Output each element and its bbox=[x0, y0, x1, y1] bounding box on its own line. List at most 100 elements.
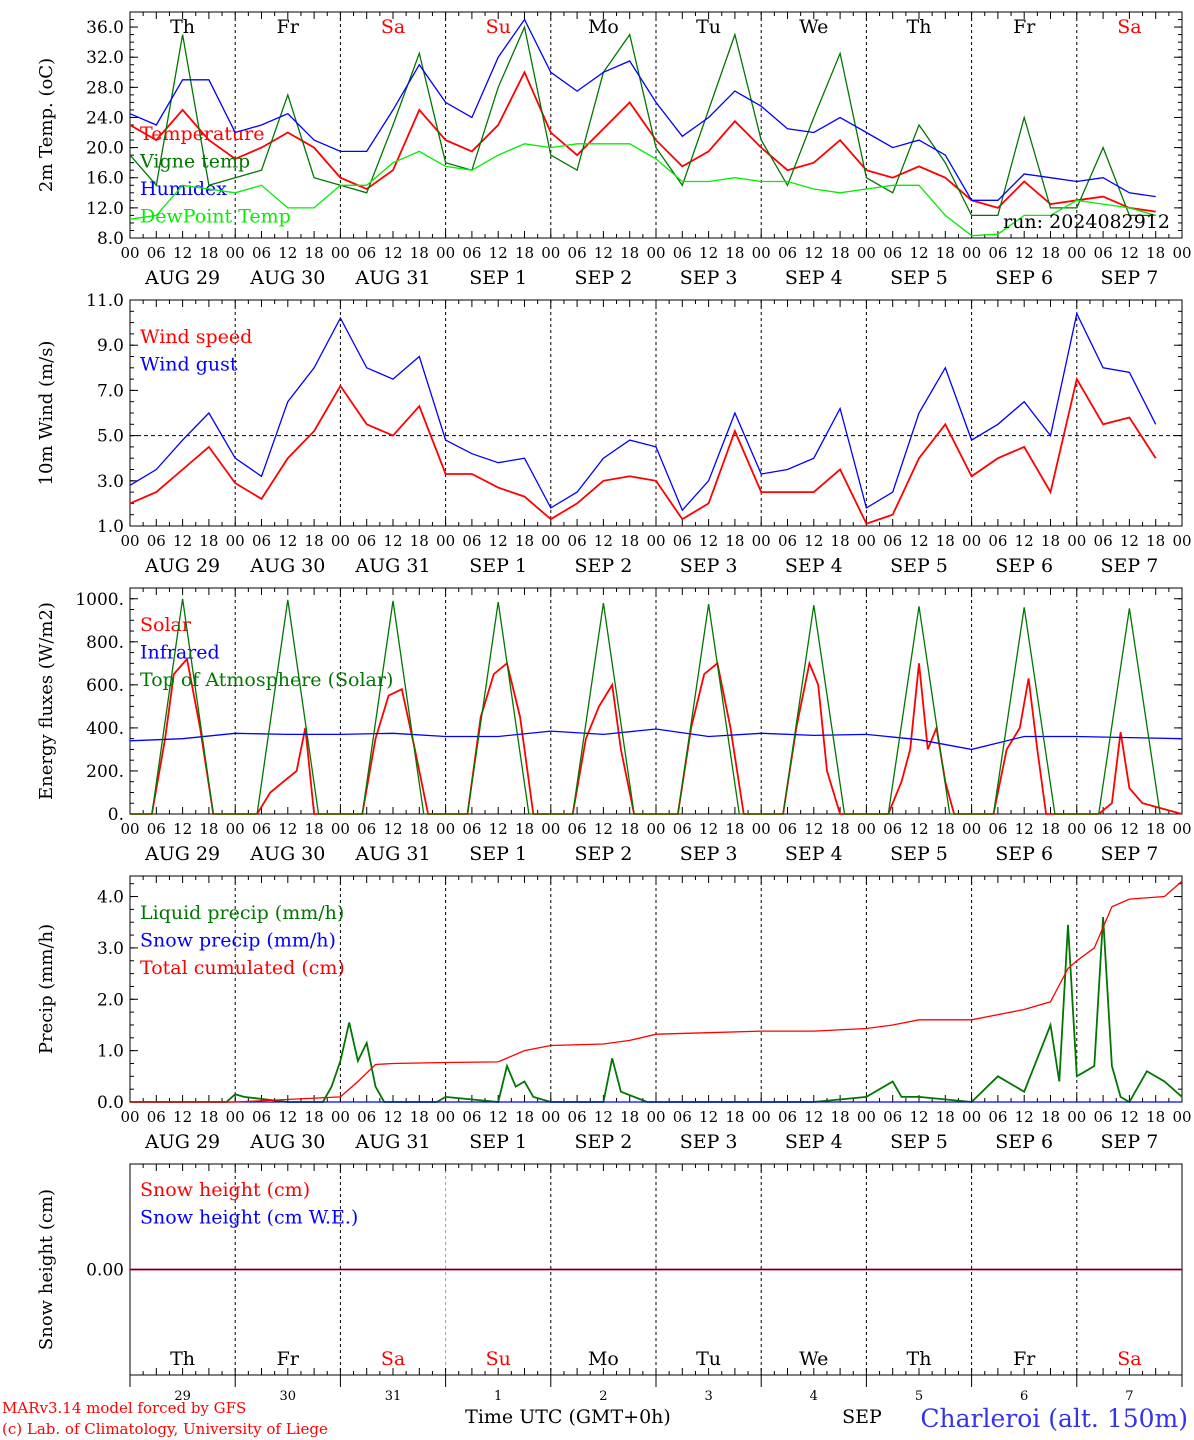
y-tick-label: 400. bbox=[86, 719, 124, 739]
date-label: AUG 31 bbox=[354, 555, 430, 577]
day-number: 29 bbox=[174, 1389, 191, 1404]
date-label: AUG 31 bbox=[354, 267, 430, 289]
date-label: SEP 5 bbox=[890, 843, 948, 865]
day-number: 30 bbox=[280, 1389, 297, 1404]
hour-label: 00 bbox=[331, 820, 350, 838]
date-label: SEP 1 bbox=[469, 555, 527, 577]
weekday-label: Tu bbox=[696, 16, 721, 38]
hour-label: 18 bbox=[515, 532, 534, 550]
y-tick-label: 28.0 bbox=[86, 78, 124, 98]
date-label: AUG 31 bbox=[354, 843, 430, 865]
legend-entry: Total cumulated (cm) bbox=[140, 957, 345, 979]
hour-label: 18 bbox=[1146, 532, 1165, 550]
hour-label: 00 bbox=[1067, 532, 1086, 550]
hour-label: 12 bbox=[173, 532, 192, 550]
legend-entry: DewPoint Temp bbox=[140, 206, 291, 228]
hour-label: 18 bbox=[305, 532, 324, 550]
lab-label: (c) Lab. of Climatology, University of L… bbox=[2, 1420, 328, 1438]
weekday-label: Fr bbox=[1013, 1348, 1036, 1370]
y-tick-label: 8.0 bbox=[97, 229, 124, 249]
series-line-3 bbox=[130, 598, 1161, 815]
date-label: SEP 7 bbox=[1100, 555, 1158, 577]
hour-label: 12 bbox=[594, 532, 613, 550]
hour-label: 12 bbox=[804, 532, 823, 550]
hour-label: 06 bbox=[568, 532, 587, 550]
hour-label: 12 bbox=[909, 532, 928, 550]
hour-label: 06 bbox=[357, 244, 376, 262]
series-line-1 bbox=[129, 70, 1156, 213]
weekday-label: Sa bbox=[381, 16, 405, 38]
hour-label: 06 bbox=[357, 820, 376, 838]
hour-label: 06 bbox=[252, 1108, 271, 1126]
hour-label: 12 bbox=[383, 244, 402, 262]
hour-label: 06 bbox=[252, 820, 271, 838]
hour-label: 00 bbox=[752, 1108, 771, 1126]
hour-label: 00 bbox=[1067, 1108, 1086, 1126]
series-line-4 bbox=[129, 143, 1156, 237]
hour-label: 12 bbox=[1120, 532, 1139, 550]
hour-label: 06 bbox=[147, 820, 166, 838]
hour-label: 18 bbox=[831, 244, 850, 262]
date-label: SEP 1 bbox=[469, 843, 527, 865]
hour-label: 00 bbox=[962, 1108, 981, 1126]
y-tick-label: 4.0 bbox=[97, 888, 124, 908]
hour-label: 12 bbox=[1015, 244, 1034, 262]
date-label: AUG 29 bbox=[144, 1131, 220, 1153]
weekday-label: We bbox=[799, 1348, 828, 1370]
date-label: SEP 4 bbox=[785, 1131, 843, 1153]
hour-label: 00 bbox=[1067, 244, 1086, 262]
hour-label: 12 bbox=[278, 820, 297, 838]
hour-label: 12 bbox=[1015, 820, 1034, 838]
weekday-label: Th bbox=[170, 16, 195, 38]
date-label: SEP 4 bbox=[785, 267, 843, 289]
legend-entry: Wind speed bbox=[140, 326, 252, 348]
y-axis-title: 2m Temp. (oC) bbox=[36, 58, 57, 192]
date-label: SEP 7 bbox=[1100, 843, 1158, 865]
y-tick-label: 5.0 bbox=[97, 427, 124, 447]
weekday-label: Fr bbox=[277, 16, 300, 38]
hour-label: 06 bbox=[883, 820, 902, 838]
hour-label: 06 bbox=[462, 244, 481, 262]
weekday-label: Sa bbox=[1117, 16, 1141, 38]
model-label: MARv3.14 model forced by GFS bbox=[2, 1399, 246, 1417]
weekday-label: Fr bbox=[277, 1348, 300, 1370]
date-label: SEP 1 bbox=[469, 1131, 527, 1153]
hour-label: 06 bbox=[883, 244, 902, 262]
hour-label: 06 bbox=[1094, 820, 1113, 838]
hour-label: 18 bbox=[199, 1108, 218, 1126]
y-axis-title: Precip (mm/h) bbox=[36, 924, 57, 1054]
hour-label: 00 bbox=[1172, 532, 1191, 550]
weekday-label: Fr bbox=[1013, 16, 1036, 38]
hour-label: 12 bbox=[383, 532, 402, 550]
y-tick-label: 1.0 bbox=[97, 517, 124, 537]
y-tick-label: 1000. bbox=[75, 590, 124, 610]
hour-label: 12 bbox=[804, 1108, 823, 1126]
hour-label: 18 bbox=[515, 244, 534, 262]
hour-label: 00 bbox=[752, 244, 771, 262]
y-tick-label: 16.0 bbox=[86, 169, 124, 189]
hour-label: 18 bbox=[199, 532, 218, 550]
hour-label: 00 bbox=[331, 532, 350, 550]
day-number: 5 bbox=[915, 1389, 923, 1404]
y-tick-label: 36.0 bbox=[86, 18, 124, 38]
date-label: SEP 4 bbox=[785, 843, 843, 865]
hour-label: 00 bbox=[331, 244, 350, 262]
hour-label: 18 bbox=[620, 820, 639, 838]
hour-label: 12 bbox=[699, 244, 718, 262]
y-tick-label: 9.0 bbox=[97, 336, 124, 356]
y-tick-label: 1.0 bbox=[97, 1042, 124, 1062]
hour-label: 00 bbox=[857, 532, 876, 550]
date-label: AUG 29 bbox=[144, 843, 220, 865]
hour-label: 06 bbox=[883, 532, 902, 550]
hour-label: 06 bbox=[883, 1108, 902, 1126]
hour-label: 12 bbox=[594, 820, 613, 838]
y-axis-title: Snow height (cm) bbox=[36, 1189, 57, 1350]
hour-label: 12 bbox=[278, 244, 297, 262]
legend-entry: Humidex bbox=[140, 178, 227, 200]
hour-label: 06 bbox=[568, 820, 587, 838]
hour-label: 12 bbox=[383, 1108, 402, 1126]
panel-2: 1.0 3.0 5.0 7.0 9.0 11.0 10m Wind (m/s) Wind sp… bbox=[36, 291, 1192, 577]
y-axis-title: 10m Wind (m/s) bbox=[36, 341, 57, 486]
hour-label: 06 bbox=[673, 532, 692, 550]
hour-label: 18 bbox=[199, 820, 218, 838]
